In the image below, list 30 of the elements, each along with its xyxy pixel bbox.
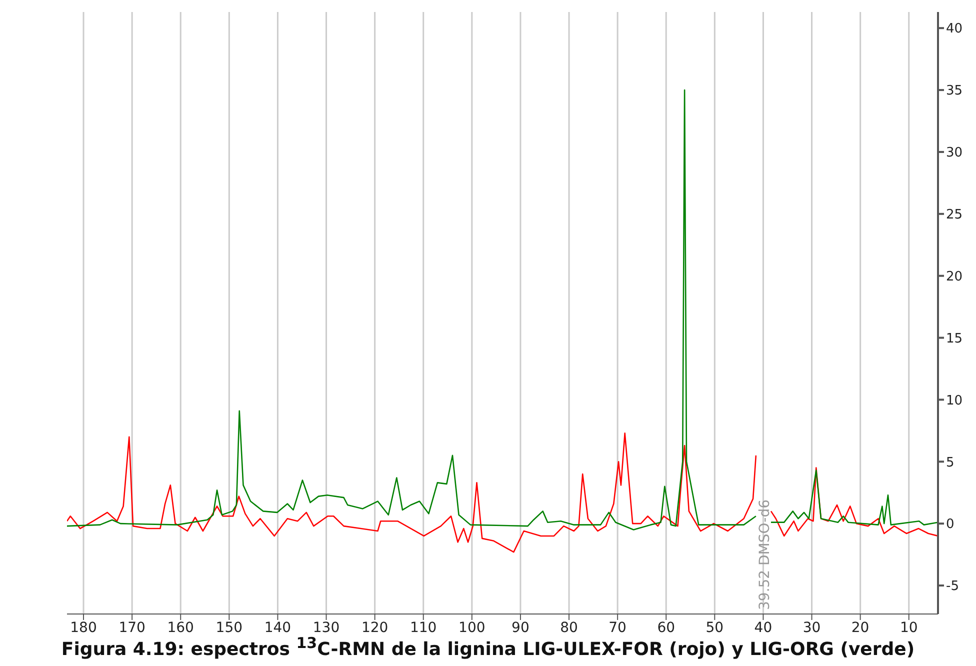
- y-tick-label: 5: [946, 455, 954, 470]
- x-tick-label: 90: [512, 620, 530, 636]
- x-tick-label: 120: [361, 620, 388, 636]
- x-tick-label: 10: [900, 620, 918, 636]
- x-tick-label: 60: [657, 620, 676, 636]
- y-tick-label: 35: [946, 84, 963, 99]
- x-tick-label: 110: [410, 620, 437, 636]
- x-tick-label: 80: [560, 620, 578, 636]
- x-tick-label: 50: [706, 620, 724, 636]
- y-tick-label: -5: [946, 579, 959, 594]
- x-tick-label: 140: [264, 620, 292, 636]
- y-tick-label: 15: [946, 331, 963, 346]
- y-tick-label: 40: [946, 22, 963, 37]
- x-tick-label: 130: [312, 620, 340, 636]
- x-tick-label: 20: [851, 620, 870, 636]
- x-tick-label: 160: [167, 620, 194, 636]
- text: Figura 4.19: espectros $^{13}$C-RMN de la lignina LIG-ULEX-FOR (rojo) y LIG-ORG (verde): [60, 634, 916, 660]
- x-tick-label: 170: [118, 620, 146, 636]
- y-tick-label: 0: [946, 517, 954, 532]
- x-tick-label: 30: [802, 620, 821, 636]
- x-tick-label: 100: [458, 620, 486, 636]
- y-tick-label: 10: [946, 393, 963, 408]
- x-tick-label: 70: [608, 620, 626, 636]
- annotation: 39.52 DMSO-d6: [757, 499, 773, 610]
- y-tick-label: 20: [946, 269, 963, 284]
- x-tick-label: 180: [70, 620, 97, 636]
- y-tick-label: 25: [946, 208, 963, 223]
- x-tick-label: 150: [216, 620, 243, 636]
- x-tick-label: 40: [754, 620, 772, 636]
- y-tick-label: 30: [946, 146, 963, 161]
